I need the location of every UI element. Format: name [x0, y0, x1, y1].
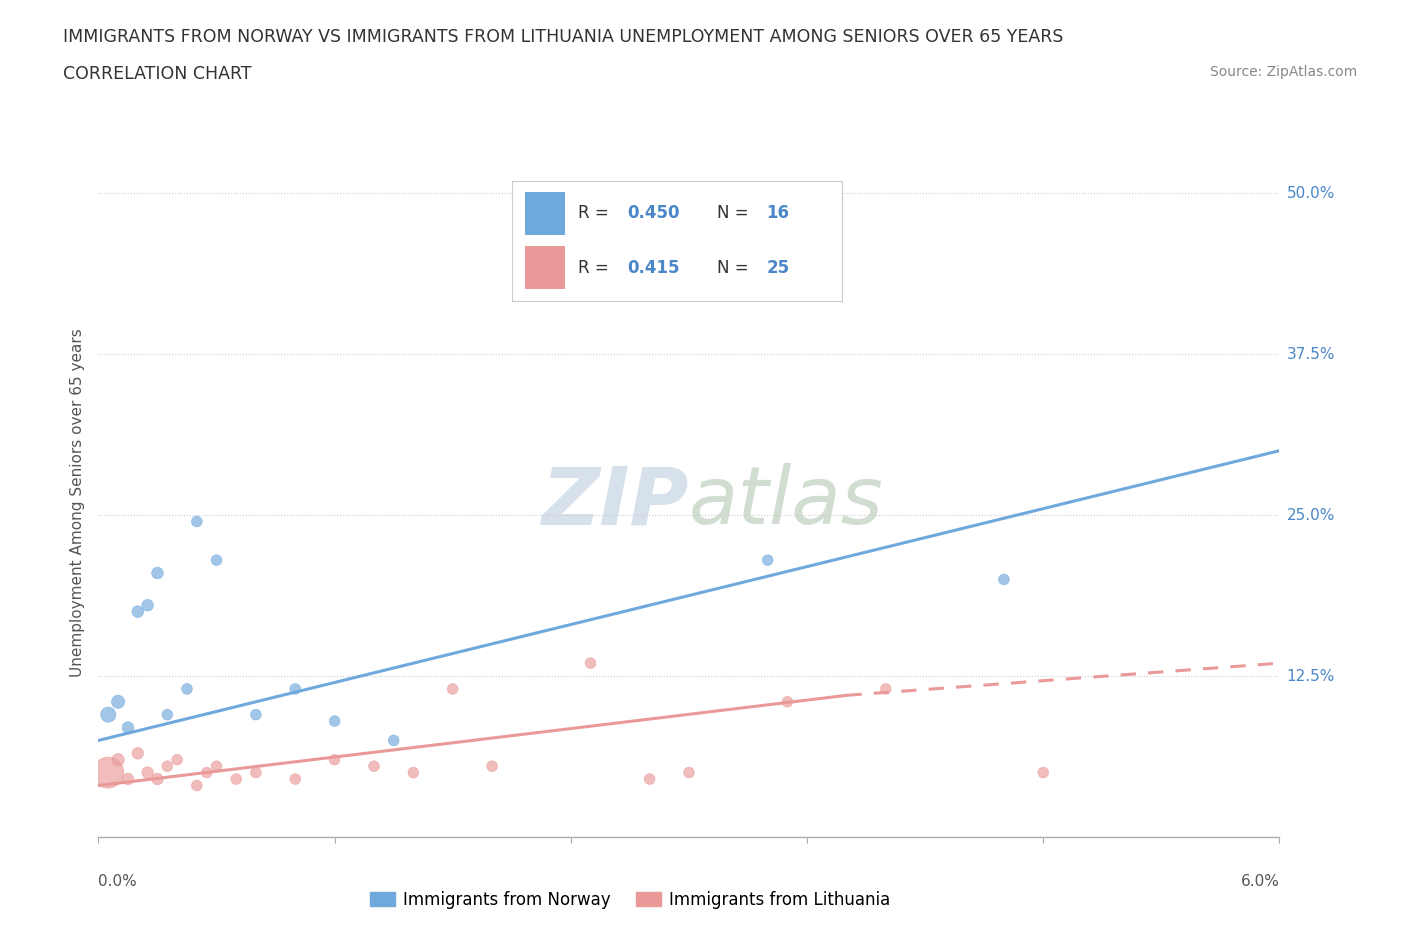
- Point: [993, 572, 1015, 587]
- Point: [146, 772, 169, 787]
- Point: [363, 759, 385, 774]
- Point: [117, 720, 139, 735]
- Point: [136, 765, 159, 780]
- Text: ZIP: ZIP: [541, 463, 689, 541]
- Point: [136, 598, 159, 613]
- Point: [402, 765, 425, 780]
- Point: [481, 759, 503, 774]
- Point: [1032, 765, 1054, 780]
- Point: [875, 682, 897, 697]
- Point: [323, 752, 346, 767]
- Point: [245, 765, 267, 780]
- Y-axis label: Unemployment Among Seniors over 65 years: Unemployment Among Seniors over 65 years: [70, 328, 86, 677]
- Point: [97, 707, 120, 722]
- Point: [156, 759, 179, 774]
- Point: [127, 604, 149, 619]
- Point: [284, 772, 307, 787]
- Text: CORRELATION CHART: CORRELATION CHART: [63, 65, 252, 83]
- Point: [205, 552, 228, 567]
- Point: [205, 759, 228, 774]
- Point: [107, 695, 129, 710]
- Point: [186, 514, 208, 529]
- Point: [441, 682, 464, 697]
- Point: [382, 733, 405, 748]
- Point: [323, 713, 346, 728]
- Point: [195, 765, 218, 780]
- Point: [579, 656, 602, 671]
- Point: [117, 772, 139, 787]
- Point: [225, 772, 247, 787]
- Point: [176, 682, 198, 697]
- Text: atlas: atlas: [689, 463, 884, 541]
- Text: 37.5%: 37.5%: [1286, 347, 1334, 362]
- Text: IMMIGRANTS FROM NORWAY VS IMMIGRANTS FROM LITHUANIA UNEMPLOYMENT AMONG SENIORS O: IMMIGRANTS FROM NORWAY VS IMMIGRANTS FRO…: [63, 28, 1064, 46]
- Point: [127, 746, 149, 761]
- Point: [107, 752, 129, 767]
- Text: 6.0%: 6.0%: [1240, 874, 1279, 889]
- Point: [756, 552, 779, 567]
- Text: 0.0%: 0.0%: [98, 874, 138, 889]
- Text: Source: ZipAtlas.com: Source: ZipAtlas.com: [1209, 65, 1357, 79]
- Point: [776, 695, 799, 710]
- Point: [97, 765, 120, 780]
- Point: [166, 752, 188, 767]
- Point: [678, 765, 700, 780]
- Legend: Immigrants from Norway, Immigrants from Lithuania: Immigrants from Norway, Immigrants from …: [363, 884, 897, 916]
- Point: [146, 565, 169, 580]
- Text: 25.0%: 25.0%: [1286, 508, 1334, 523]
- Point: [186, 778, 208, 793]
- Point: [284, 682, 307, 697]
- Point: [638, 772, 661, 787]
- Text: 12.5%: 12.5%: [1286, 669, 1334, 684]
- Text: 50.0%: 50.0%: [1286, 186, 1334, 201]
- Point: [245, 707, 267, 722]
- Point: [156, 707, 179, 722]
